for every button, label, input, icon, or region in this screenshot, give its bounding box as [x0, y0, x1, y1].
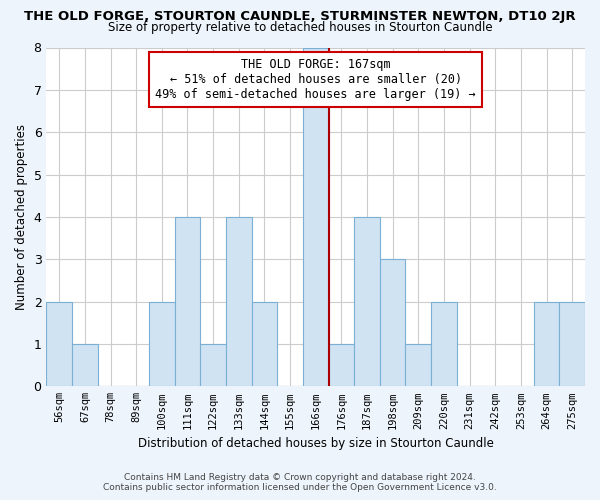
Bar	[559, 302, 585, 386]
Bar	[380, 260, 406, 386]
Text: Contains HM Land Registry data © Crown copyright and database right 2024.
Contai: Contains HM Land Registry data © Crown c…	[103, 473, 497, 492]
Bar	[303, 48, 329, 386]
Bar	[226, 217, 251, 386]
X-axis label: Distribution of detached houses by size in Stourton Caundle: Distribution of detached houses by size …	[138, 437, 494, 450]
Bar	[354, 217, 380, 386]
Bar	[175, 217, 200, 386]
Bar	[149, 302, 175, 386]
Bar	[406, 344, 431, 387]
Text: THE OLD FORGE: 167sqm
← 51% of detached houses are smaller (20)
49% of semi-deta: THE OLD FORGE: 167sqm ← 51% of detached …	[155, 58, 476, 100]
Bar	[329, 344, 354, 387]
Text: THE OLD FORGE, STOURTON CAUNDLE, STURMINSTER NEWTON, DT10 2JR: THE OLD FORGE, STOURTON CAUNDLE, STURMIN…	[24, 10, 576, 23]
Bar	[534, 302, 559, 386]
Y-axis label: Number of detached properties: Number of detached properties	[15, 124, 28, 310]
Bar	[46, 302, 72, 386]
Bar	[431, 302, 457, 386]
Bar	[72, 344, 98, 387]
Text: Size of property relative to detached houses in Stourton Caundle: Size of property relative to detached ho…	[107, 21, 493, 34]
Bar	[200, 344, 226, 387]
Bar	[251, 302, 277, 386]
